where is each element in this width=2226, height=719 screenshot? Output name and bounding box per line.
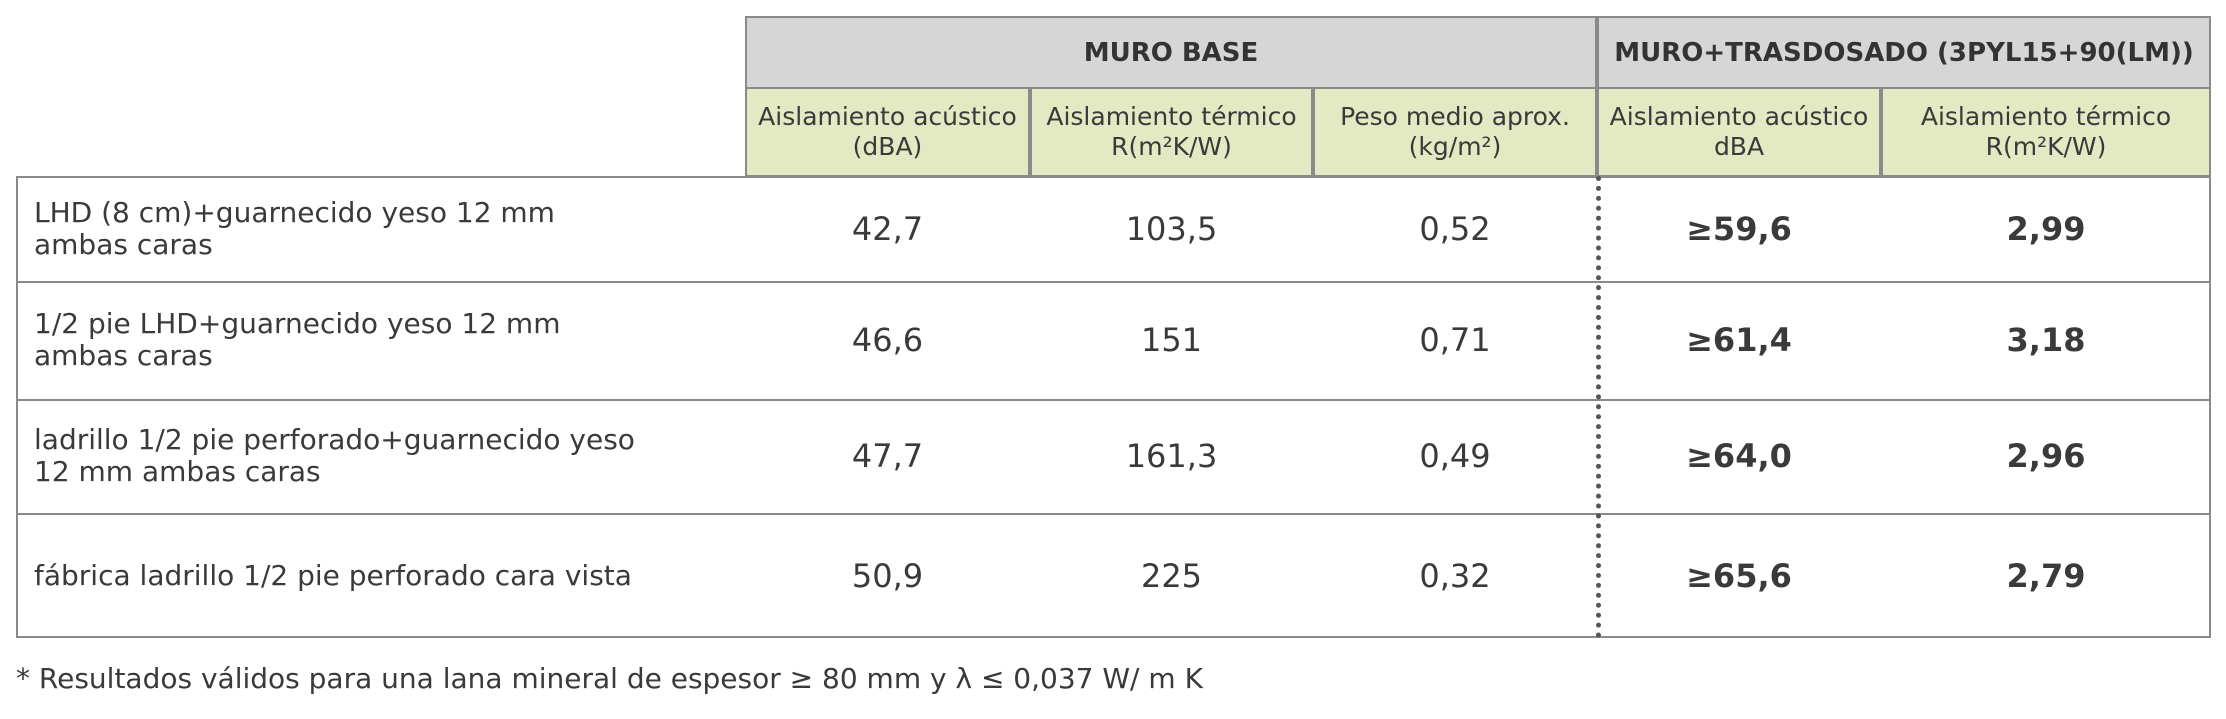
table-cell: 2,99 (2006, 209, 2086, 248)
sub-header: Aislamiento acústico (dBA) (745, 87, 1030, 177)
sub-header: Peso medio aprox. (kg/m²) (1313, 87, 1597, 177)
table-cell: 0,71 (1419, 321, 1491, 359)
row-label: 1/2 pie LHD+guarnecido yeso 12 mm ambas … (34, 307, 561, 372)
table-cell: 42,7 (851, 209, 924, 248)
table-cell: 2,96 (2006, 437, 2086, 475)
table-row (16, 399, 2211, 515)
table-cell: 47,7 (851, 437, 924, 475)
divider (1596, 176, 1601, 638)
table-cell: ≥61,4 (1686, 321, 1792, 359)
table-cell: 0,49 (1419, 437, 1491, 475)
table-cell: 161,3 (1125, 437, 1218, 475)
table-row (16, 176, 2211, 283)
table-cell: 2,79 (2006, 556, 2086, 595)
table-cell: 103,5 (1125, 209, 1218, 248)
row-label: ladrillo 1/2 pie perforado+guarnecido ye… (34, 423, 635, 488)
row-label: fábrica ladrillo 1/2 pie perforado cara … (34, 558, 632, 592)
footnote: * Resultados válidos para una lana miner… (16, 662, 1203, 695)
group-header: MURO BASE (745, 16, 1597, 89)
table-cell: ≥59,6 (1686, 209, 1792, 248)
table-row (16, 281, 2211, 401)
table-cell: 46,6 (851, 321, 924, 359)
sub-header: Aislamiento acústico dBA (1597, 87, 1881, 177)
table-cell: 50,9 (851, 556, 924, 595)
table-cell: ≥65,6 (1686, 556, 1792, 595)
table-cell: 3,18 (2006, 321, 2086, 359)
table-cell: 0,52 (1419, 209, 1491, 248)
table-cell: 151 (1140, 321, 1203, 359)
table-cell: 0,32 (1419, 556, 1491, 595)
sub-header: Aislamiento térmico R(m²K/W) (1030, 87, 1313, 177)
table-cell: ≥64,0 (1686, 437, 1792, 475)
table-row (16, 513, 2211, 638)
row-label: LHD (8 cm)+guarnecido yeso 12 mm ambas c… (34, 195, 555, 261)
sub-header: Aislamiento térmico R(m²K/W) (1881, 87, 2211, 177)
group-header: MURO+TRASDOSADO (3PYL15+90(LM)) (1597, 16, 2211, 89)
table-cell: 225 (1140, 556, 1203, 595)
